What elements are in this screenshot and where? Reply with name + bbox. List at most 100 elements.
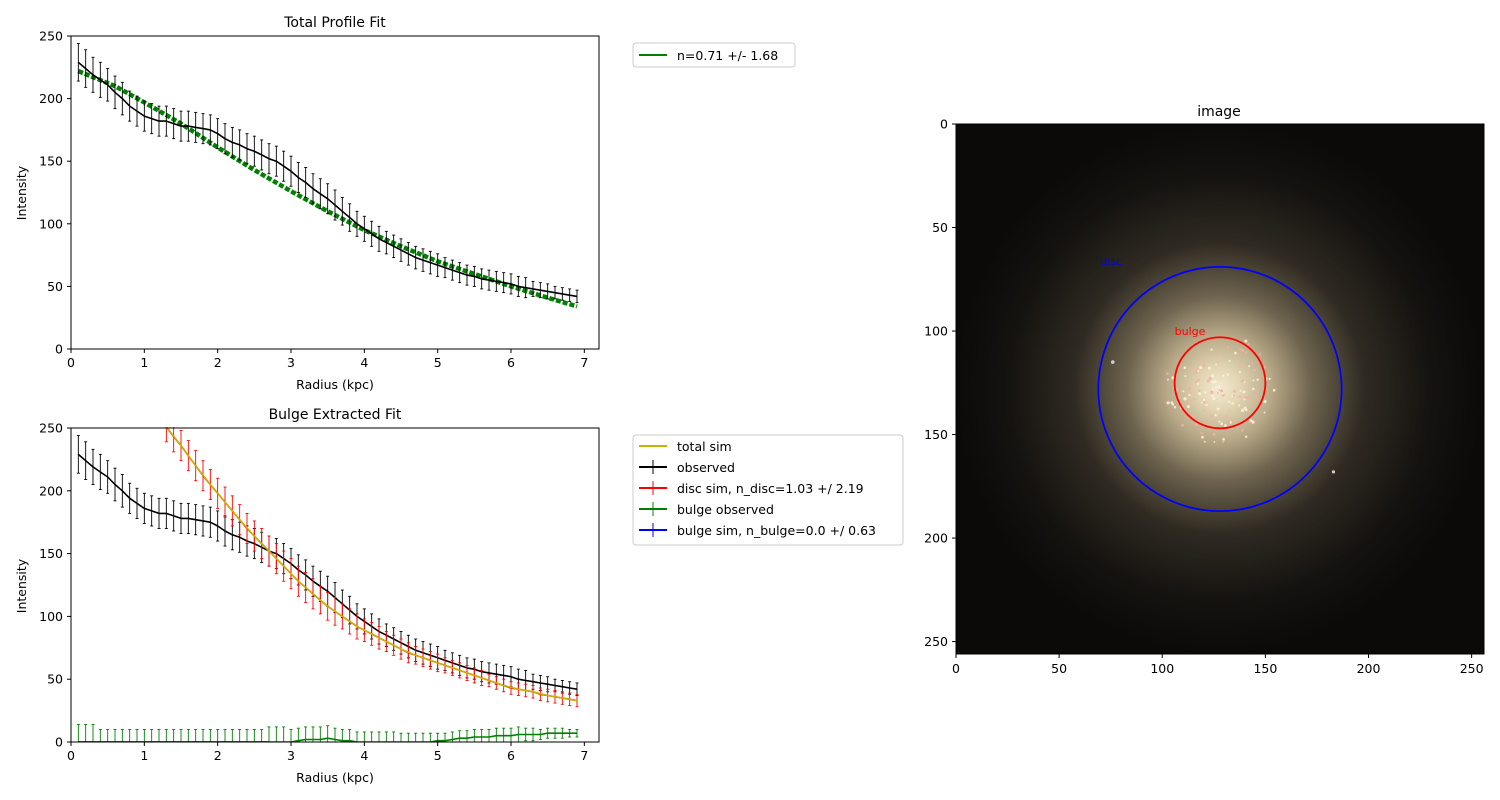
star-knot <box>1195 367 1199 371</box>
star-knot <box>1240 408 1245 413</box>
star-knot <box>1212 432 1216 436</box>
chart-title: Bulge Extracted Fit <box>269 407 402 423</box>
star-knot <box>1196 382 1200 386</box>
series-000000 <box>76 43 579 304</box>
star-knot <box>1200 401 1203 404</box>
star-knot <box>1212 425 1215 428</box>
x-tick-label: 2 <box>214 748 222 763</box>
star-knot <box>1200 431 1204 435</box>
x-tick-label: 7 <box>580 748 588 763</box>
star-knot <box>1210 348 1213 351</box>
star-knot <box>1202 398 1206 402</box>
star-knot <box>1184 375 1187 378</box>
star-knot <box>1241 379 1245 384</box>
star-knot <box>1234 351 1237 355</box>
star-knot <box>1194 380 1197 383</box>
y-tick-label: 200 <box>39 483 63 498</box>
star-knot <box>1244 350 1248 354</box>
x-tick-label: 0 <box>67 355 75 370</box>
star-knot <box>1202 401 1206 404</box>
legend-entry-observed: observed <box>677 460 735 475</box>
star-knot <box>1201 435 1204 439</box>
x-ticks: 0 50 100 150 200 250 <box>952 654 1484 676</box>
star-knot <box>1219 387 1222 390</box>
x-tick-label: 3 <box>287 355 295 370</box>
disc-aperture-circle <box>1097 265 1343 513</box>
star-knot <box>1239 348 1242 351</box>
series-disc-sim-n-disc-1-03-2-19 <box>164 427 579 708</box>
x-tick-label: 100 <box>1150 661 1174 676</box>
star-knot <box>1214 414 1217 417</box>
star-knot <box>1243 396 1247 399</box>
star-knot <box>1207 366 1211 370</box>
y-tick-label: 0 <box>940 117 948 132</box>
star-knot <box>1224 415 1228 419</box>
y-tick-label: 100 <box>39 609 63 624</box>
star-knot <box>1221 392 1224 395</box>
x-tick-label: 50 <box>1051 661 1067 676</box>
star-knot <box>1183 397 1187 401</box>
star-knot <box>1251 361 1254 364</box>
star-knot <box>1206 379 1210 383</box>
x-axis-label: Radius (kpc) <box>296 770 374 785</box>
y-axis-label: Intensity <box>14 165 29 220</box>
y-tick-label: 150 <box>924 427 948 442</box>
series-observed <box>76 435 579 696</box>
star-knot <box>1215 354 1218 357</box>
y-tick-label: 200 <box>39 91 63 106</box>
star-knot <box>1252 368 1257 372</box>
star-knot <box>1238 371 1242 374</box>
series-layer <box>76 43 579 309</box>
x-tick-label: 7 <box>580 355 588 370</box>
star-knot <box>1188 393 1191 397</box>
star-knot <box>1213 441 1216 443</box>
star-knot <box>1185 400 1188 403</box>
x-tick-label: 200 <box>1357 661 1381 676</box>
star-knot <box>1228 360 1231 363</box>
y-tick-label: 50 <box>47 672 63 687</box>
y-tick-label: 150 <box>39 546 63 561</box>
star-knot <box>1189 382 1192 385</box>
x-tick-label: 4 <box>360 748 368 763</box>
y-tick-label: 50 <box>932 220 948 235</box>
legend-entry-bulge-sim: bulge sim, n_bulge=0.0 +/ 0.63 <box>677 523 876 538</box>
x-tick-label: 0 <box>952 661 960 676</box>
star-knot <box>1256 378 1259 381</box>
field-star <box>1110 360 1115 364</box>
star-knot <box>1251 387 1255 391</box>
x-tick-label: 4 <box>360 355 368 370</box>
star-knot <box>1243 398 1246 401</box>
legend-bulge-extracted: total sim observed disc sim, n_disc=1.03… <box>632 434 904 546</box>
star-knot <box>1211 394 1214 398</box>
image-overlay: disc bulge <box>1097 255 1343 513</box>
legend-box <box>632 434 904 546</box>
disc-label: disc <box>1100 255 1122 268</box>
series-line <box>77 453 578 690</box>
series-line <box>78 732 577 742</box>
y-tick-label: 50 <box>47 279 63 294</box>
star-knot <box>1229 421 1232 424</box>
field-star <box>1331 470 1336 474</box>
star-knot <box>1209 390 1214 394</box>
star-knot <box>1212 397 1216 401</box>
series-line <box>165 427 578 702</box>
star-knot <box>1194 423 1198 426</box>
star-knot <box>1247 420 1251 424</box>
star-knot <box>1192 372 1195 375</box>
galaxy-image-panel: image disc bulge 0 50 100 150 200 250 0 50 100 15… <box>924 104 1485 676</box>
star-knot <box>1231 402 1234 405</box>
star-knot <box>1199 366 1203 370</box>
star-knot <box>1211 388 1215 391</box>
star-knot <box>1166 401 1170 405</box>
chart-title: Total Profile Fit <box>283 15 386 31</box>
x-tick-label: 0 <box>67 748 75 763</box>
bulge-label: bulge <box>1175 325 1206 338</box>
star-knot <box>1187 386 1191 391</box>
star-knot <box>1205 403 1208 407</box>
y-tick-label: 0 <box>55 342 63 357</box>
series-line <box>165 427 578 702</box>
y-tick-label: 250 <box>924 634 948 649</box>
y-tick-label: 250 <box>39 29 63 44</box>
star-knot <box>1197 389 1201 393</box>
star-knot <box>1200 358 1204 362</box>
